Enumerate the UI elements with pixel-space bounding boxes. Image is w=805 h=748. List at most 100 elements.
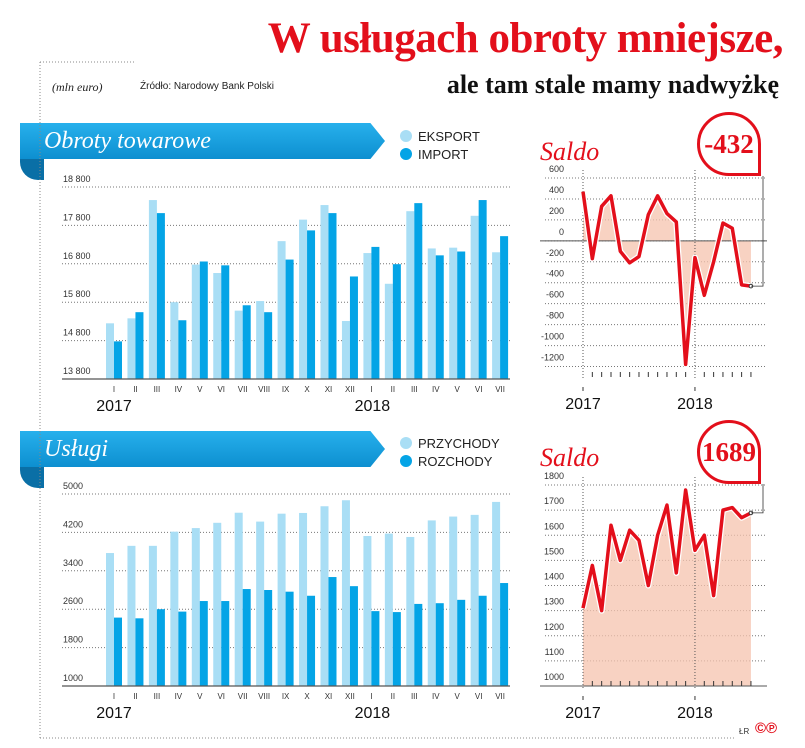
bar-eksport [213, 273, 222, 379]
legend-label: IMPORT [418, 146, 469, 162]
bar-przychody [427, 520, 436, 686]
year-label: 2017 [565, 705, 601, 722]
y-tick-label: 1300 [544, 597, 564, 607]
year-label: 2017 [96, 398, 132, 415]
x-tick-label: VI [475, 385, 483, 394]
x-tick-label: XII [345, 692, 355, 701]
y-tick-label: -400 [546, 269, 564, 279]
bar-rozchody [371, 611, 380, 686]
bar-eksport [320, 205, 329, 379]
x-tick-label: VII [495, 385, 505, 394]
year-label: 2018 [677, 705, 713, 722]
x-tick-label: II [391, 692, 395, 701]
bar-rozchody [414, 603, 423, 686]
y-tick-label: 1500 [544, 546, 564, 556]
legend-swatch [400, 455, 412, 467]
bar-przychody [148, 545, 157, 686]
legend-swatch [400, 148, 412, 160]
bar-eksport [234, 310, 243, 379]
bar-rozchody [392, 612, 401, 686]
series-line [581, 191, 752, 367]
y-tick-label: 1700 [544, 496, 564, 506]
legend-swatch [400, 130, 412, 142]
bar-rozchody [264, 590, 273, 686]
x-tick-label: VIII [258, 692, 270, 701]
bar-rozchody [500, 583, 509, 686]
legend-item-export: EKSPORT [400, 127, 480, 145]
legend-item-import: IMPORT [400, 145, 480, 163]
bar-eksport [406, 211, 415, 379]
bar-eksport [384, 283, 393, 379]
bar-eksport [363, 253, 372, 379]
bar-import [135, 312, 144, 379]
x-tick-label: IV [175, 692, 183, 701]
bar-import [435, 255, 444, 379]
bar-przychody [449, 516, 458, 686]
y-tick-label: -1000 [541, 332, 564, 342]
bar-przychody [384, 533, 393, 686]
bar-import [328, 213, 337, 379]
bar-eksport [427, 248, 436, 379]
bar-rozchody [114, 617, 122, 686]
y-tick-label: 15 800 [63, 289, 91, 299]
x-tick-label: I [370, 385, 372, 394]
y-tick-label: 1100 [545, 647, 564, 657]
x-tick-label: V [455, 692, 461, 701]
bar-przychody [341, 500, 350, 686]
bar-przychody [234, 512, 243, 686]
area-fill [583, 191, 751, 365]
x-tick-label: VII [238, 692, 248, 701]
y-tick-label: -600 [546, 290, 564, 300]
x-tick-label: III [154, 385, 161, 394]
legend-item-income: PRZYCHODY [400, 434, 500, 452]
y-tick-label: 400 [549, 185, 564, 195]
bar-rozchody [156, 609, 165, 686]
bar-eksport [170, 302, 179, 379]
y-tick-label: 5000 [63, 481, 83, 491]
bar-import [349, 276, 358, 379]
source-label: Źródło: Narodowy Bank Polski [140, 81, 274, 92]
year-label: 2018 [677, 396, 713, 413]
x-tick-label: XI [325, 385, 333, 394]
bar-przychody [277, 513, 286, 686]
x-tick-label: V [197, 692, 203, 701]
x-tick-label: X [304, 692, 310, 701]
x-tick-label: IV [175, 385, 183, 394]
legend-swatch [400, 437, 412, 449]
bar-rozchody [285, 591, 294, 686]
callout-line [750, 176, 764, 287]
goods-legend: EKSPORT IMPORT [400, 127, 480, 163]
bar-import [307, 230, 316, 379]
bar-eksport [492, 252, 501, 379]
x-tick-label: VII [238, 385, 248, 394]
y-tick-label: 14 800 [63, 328, 91, 338]
bar-import [114, 341, 122, 379]
y-tick-label: 1000 [63, 673, 83, 683]
bar-import [478, 200, 487, 379]
bar-rozchody [135, 618, 144, 686]
legend-label: EKSPORT [418, 128, 480, 144]
x-tick-label: V [455, 385, 461, 394]
x-tick-label: II [133, 692, 137, 701]
series-line [581, 488, 752, 613]
x-tick-label: IV [432, 385, 440, 394]
services-legend: PRZYCHODY ROZCHODY [400, 434, 500, 470]
bar-przychody [320, 506, 329, 686]
y-tick-label: 200 [549, 206, 564, 216]
unit-label: (mln euro) [52, 80, 103, 94]
legend-label: ROZCHODY [418, 453, 493, 469]
bar-import [371, 246, 380, 379]
y-tick-label: 4200 [63, 519, 83, 529]
x-tick-label: X [304, 385, 310, 394]
services-banner: Usługi [20, 431, 385, 467]
year-label: 2017 [96, 705, 132, 722]
bar-rozchody [457, 599, 466, 686]
y-tick-label: 13 800 [63, 366, 91, 376]
bar-import [414, 203, 423, 379]
y-tick-label: 1600 [544, 521, 564, 531]
goods-saldo-title: Saldo [540, 137, 600, 166]
bar-przychody [191, 528, 200, 686]
goods-banner: Obroty towarowe [20, 123, 385, 159]
y-tick-label: 3400 [63, 558, 83, 568]
